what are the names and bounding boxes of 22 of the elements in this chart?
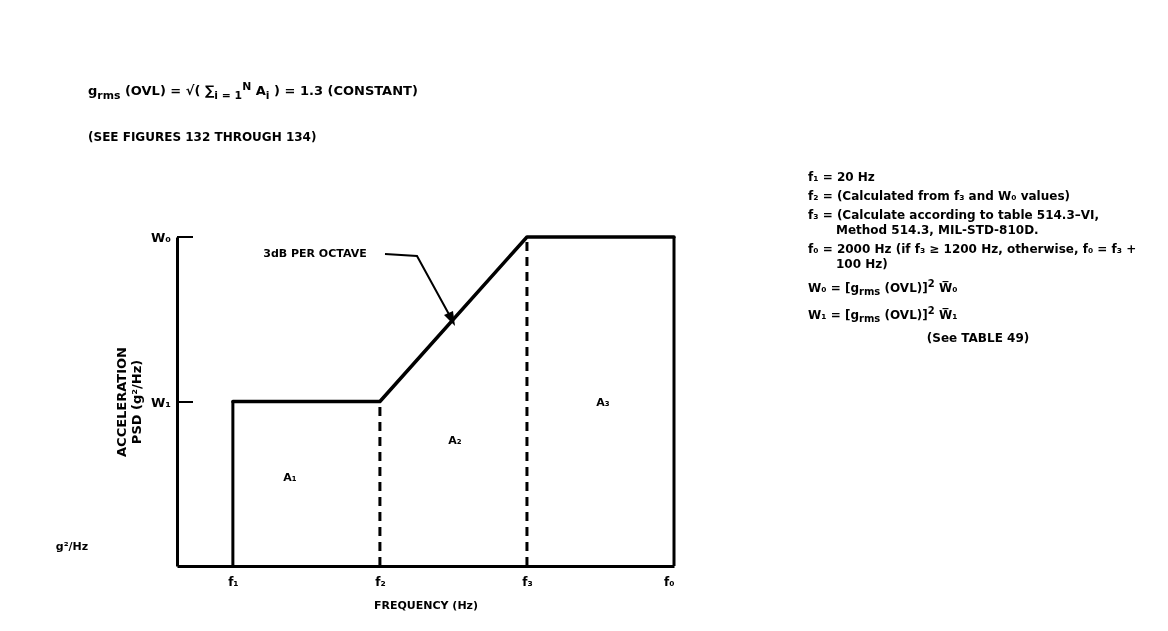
chart-subtitle: (SEE FIGURES 132 THROUGH 134) xyxy=(88,130,317,144)
text: W₀ = [g$_{rms}$ (OVL)]$^{2}$ W̅₀ xyxy=(808,277,959,300)
annotation: 3dB PER OCTAVE xyxy=(263,246,367,260)
text: f₁ = 20 Hz xyxy=(808,170,876,185)
x-tick-label: f₀ xyxy=(664,574,675,589)
x-tick-label: f₂ xyxy=(375,574,386,589)
text: W₁ xyxy=(150,394,172,410)
annotation: A₁ xyxy=(283,470,297,484)
text: W₁ = [g$_{rms}$ (OVL)]$^{2}$ W̅₁ xyxy=(808,304,959,327)
x-tick-label: f₁ xyxy=(228,574,239,589)
x-tick-label: f₃ xyxy=(522,574,533,589)
text: W₀ xyxy=(150,229,172,245)
y-axis-title: ACCELERATION PSD (g²/Hz) xyxy=(113,347,144,457)
text: (See TABLE 49) xyxy=(925,330,1031,346)
x-axis-title: FREQUENCY (Hz) xyxy=(373,598,479,612)
text: g²/Hz xyxy=(55,539,89,553)
annotation: A₂ xyxy=(448,433,462,447)
text: f₃ = (Calculate according to table 514.3–VI, Method 514.3, MIL-STD-810D. xyxy=(808,208,1101,238)
text: f₀ = 2000 Hz (if f₃ ≥ 1200 Hz, otherwise, f₀ = f₃ + 100 Hz) xyxy=(808,242,1138,272)
chart-title: g$_{rms}$ (OVL) = √( ∑$_{i = 1}$$^{N}$ A$_{i}$ ) = 1.3 (CONSTANT) xyxy=(88,80,418,102)
annotation: A₃ xyxy=(596,395,610,409)
text: f₂ = (Calculated from f₃ and W₀ values) xyxy=(808,189,1072,204)
